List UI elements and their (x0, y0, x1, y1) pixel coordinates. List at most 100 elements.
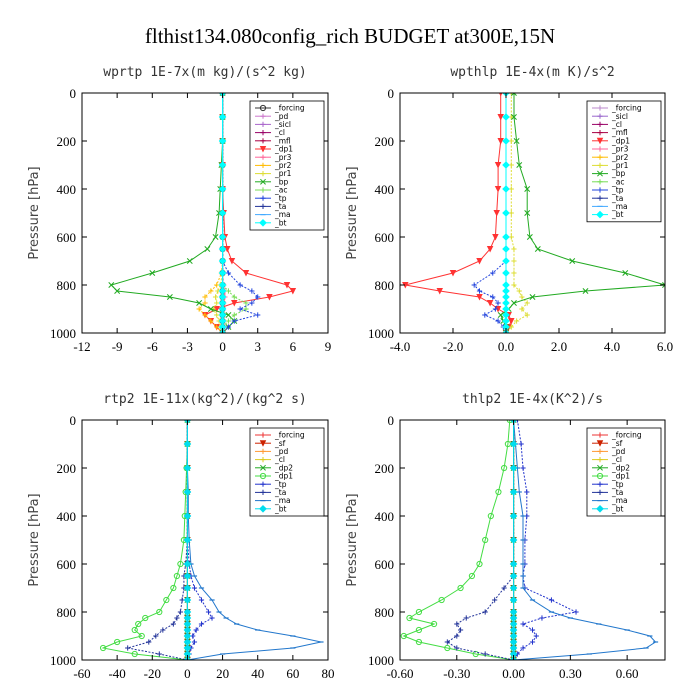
data-point (502, 161, 510, 169)
data-point (183, 584, 192, 592)
data-point (502, 281, 510, 289)
legend-marker (597, 195, 603, 201)
data-point (255, 294, 261, 300)
y-tick-label: 800 (57, 605, 77, 620)
data-point (415, 638, 423, 646)
data-point (492, 597, 498, 603)
legend-entry: _dp2 (592, 463, 630, 472)
data-point (283, 282, 291, 289)
data-point (218, 113, 227, 121)
data-point (662, 282, 665, 288)
data-point (183, 464, 192, 472)
legend-marker (597, 105, 603, 111)
legend-entry: _bp (592, 169, 626, 178)
legend-entry: _ma (592, 496, 628, 505)
legend-entry: _ac (255, 186, 287, 195)
legend-marker (596, 137, 604, 145)
legend-marker (597, 464, 603, 471)
series-dp1 (400, 420, 517, 660)
legend-entry: _cl (255, 128, 285, 137)
data-point (502, 299, 510, 307)
data-point (501, 464, 508, 472)
data-point (502, 113, 510, 121)
data-point (231, 312, 237, 318)
y-tick-label: 1000 (50, 653, 76, 668)
legend-marker (260, 113, 266, 119)
legend-entry: _sicl (255, 120, 291, 129)
data-point (289, 288, 297, 295)
data-point (444, 644, 451, 652)
data-point (202, 294, 208, 300)
y-tick-label: 400 (375, 182, 395, 197)
series-ta (444, 420, 517, 660)
legend-entry: _pd (255, 447, 289, 456)
data-point (569, 258, 576, 264)
legend: _forcing_sf_pd_cl_dp2_dp1_tp_ta_ma_bt (249, 427, 325, 517)
legend-entry: _cl (592, 120, 622, 129)
data-point (511, 258, 517, 264)
data-point (509, 440, 518, 448)
data-point (492, 306, 498, 312)
legend-entry: _pr2 (592, 153, 629, 162)
data-point (573, 609, 579, 615)
data-point (510, 93, 517, 96)
y-tick-label: 800 (57, 278, 77, 293)
legend-marker (597, 113, 603, 119)
data-point (476, 294, 483, 301)
x-tick-label: -9 (112, 339, 123, 354)
data-point (183, 560, 192, 568)
data-point (529, 639, 536, 645)
data-point (156, 608, 163, 616)
legend-label: _mfl (611, 128, 628, 137)
data-point (146, 639, 152, 645)
data-point (228, 258, 236, 265)
data-point (534, 246, 541, 252)
legend-marker (260, 162, 266, 168)
data-point (237, 306, 243, 312)
y-axis-label: Pressure [hPa] (345, 493, 360, 586)
data-point (514, 318, 520, 324)
data-point (430, 620, 438, 628)
data-point (208, 288, 214, 294)
legend-entry: _ta (592, 488, 623, 497)
data-point (212, 294, 219, 300)
y-tick-label: 800 (375, 278, 395, 293)
axes-frame (81, 92, 329, 334)
data-point (218, 257, 227, 265)
data-point (476, 288, 483, 294)
data-point (533, 633, 539, 639)
data-point (502, 269, 510, 277)
data-point (218, 161, 227, 169)
data-point (160, 627, 166, 633)
legend-label: _pr1 (611, 161, 629, 170)
x-tick-label: -60 (73, 666, 90, 681)
data-point (191, 639, 198, 645)
y-tick-label: 600 (375, 230, 395, 245)
data-point (243, 300, 249, 306)
data-point (509, 596, 518, 604)
data-point (457, 627, 464, 633)
data-point (511, 246, 517, 252)
data-point (177, 609, 183, 615)
legend-entry: _sf (255, 439, 286, 448)
data-point (526, 234, 533, 240)
data-point (524, 186, 531, 192)
legend-entry: _dp1 (592, 472, 630, 481)
data-point (131, 650, 138, 658)
legend-entry: _sf (592, 439, 623, 448)
data-point (502, 209, 510, 217)
data-point (183, 572, 192, 580)
series-line (127, 420, 188, 660)
data-point (509, 488, 518, 496)
data-point (212, 234, 219, 240)
legend-marker (260, 121, 266, 127)
data-point (471, 282, 477, 288)
data-point (202, 300, 208, 306)
axes-frame (399, 92, 666, 334)
data-point (476, 560, 483, 568)
data-point (400, 632, 407, 640)
legend-marker (597, 448, 603, 454)
x-tick-label: 0.0 (498, 339, 514, 354)
data-point (231, 318, 237, 324)
legend-entry: _tp (592, 480, 624, 489)
